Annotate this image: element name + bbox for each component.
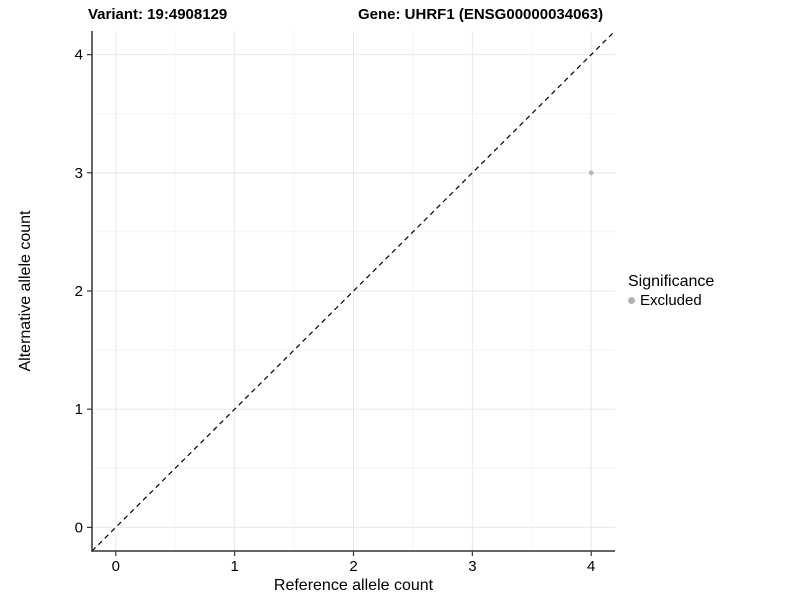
legend-circle-marker-icon	[628, 297, 635, 304]
data-point	[588, 170, 594, 176]
legend-title: Significance	[628, 273, 715, 290]
x-tick-label: 1	[230, 558, 238, 575]
x-tick-label: 4	[587, 558, 595, 575]
plot-title-variant: Variant: 19:4908129	[88, 6, 228, 23]
legend-item-excluded: Excluded	[628, 292, 714, 309]
x-tick-label: 0	[112, 558, 120, 575]
y-tick-label: 2	[75, 283, 83, 300]
x-axis-title: Reference allele count	[273, 577, 434, 594]
legend: Significance Excluded	[628, 273, 714, 309]
x-tick-label: 2	[349, 558, 357, 575]
plot-title-gene: Gene: UHRF1 (ENSG00000034063)	[358, 6, 604, 23]
identity-reference-line	[91, 30, 616, 552]
y-tick-label: 4	[75, 47, 83, 64]
y-tick-label: 1	[75, 401, 83, 418]
y-tick-label: 3	[75, 165, 83, 182]
y-tick-label: 0	[75, 519, 83, 536]
legend-item-label: Excluded	[640, 292, 702, 309]
x-tick-label: 3	[468, 558, 476, 575]
y-axis-title: Alternative allele count	[17, 210, 34, 372]
